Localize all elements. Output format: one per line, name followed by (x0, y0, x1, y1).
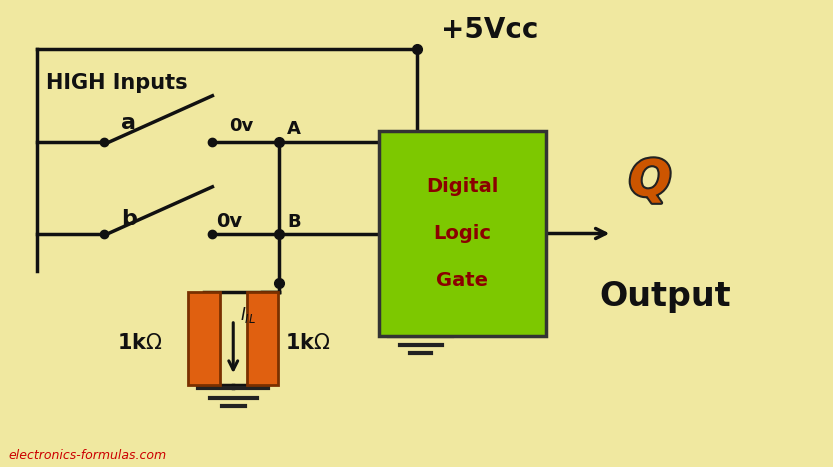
Bar (188, 292, 220, 385)
Text: b: b (121, 209, 137, 229)
Text: Digital: Digital (426, 177, 498, 196)
Text: 1k$\Omega$: 1k$\Omega$ (117, 333, 163, 353)
Text: Output: Output (600, 280, 731, 313)
Text: Q: Q (629, 157, 671, 205)
Text: 0v: 0v (217, 212, 242, 231)
Text: a: a (121, 113, 136, 133)
Text: $I_{IL}$: $I_{IL}$ (240, 304, 256, 325)
Text: +5Vcc: +5Vcc (441, 16, 539, 44)
Text: B: B (287, 213, 301, 231)
Text: A: A (287, 120, 302, 138)
Text: 0v: 0v (229, 117, 253, 135)
Bar (379, 131, 546, 336)
Text: HIGH Inputs: HIGH Inputs (46, 73, 187, 93)
Text: electronics-formulas.com: electronics-formulas.com (8, 449, 167, 462)
Text: Gate: Gate (436, 271, 488, 290)
Text: Logic: Logic (433, 224, 491, 243)
Bar (247, 292, 278, 385)
Text: 1k$\Omega$: 1k$\Omega$ (285, 333, 331, 353)
